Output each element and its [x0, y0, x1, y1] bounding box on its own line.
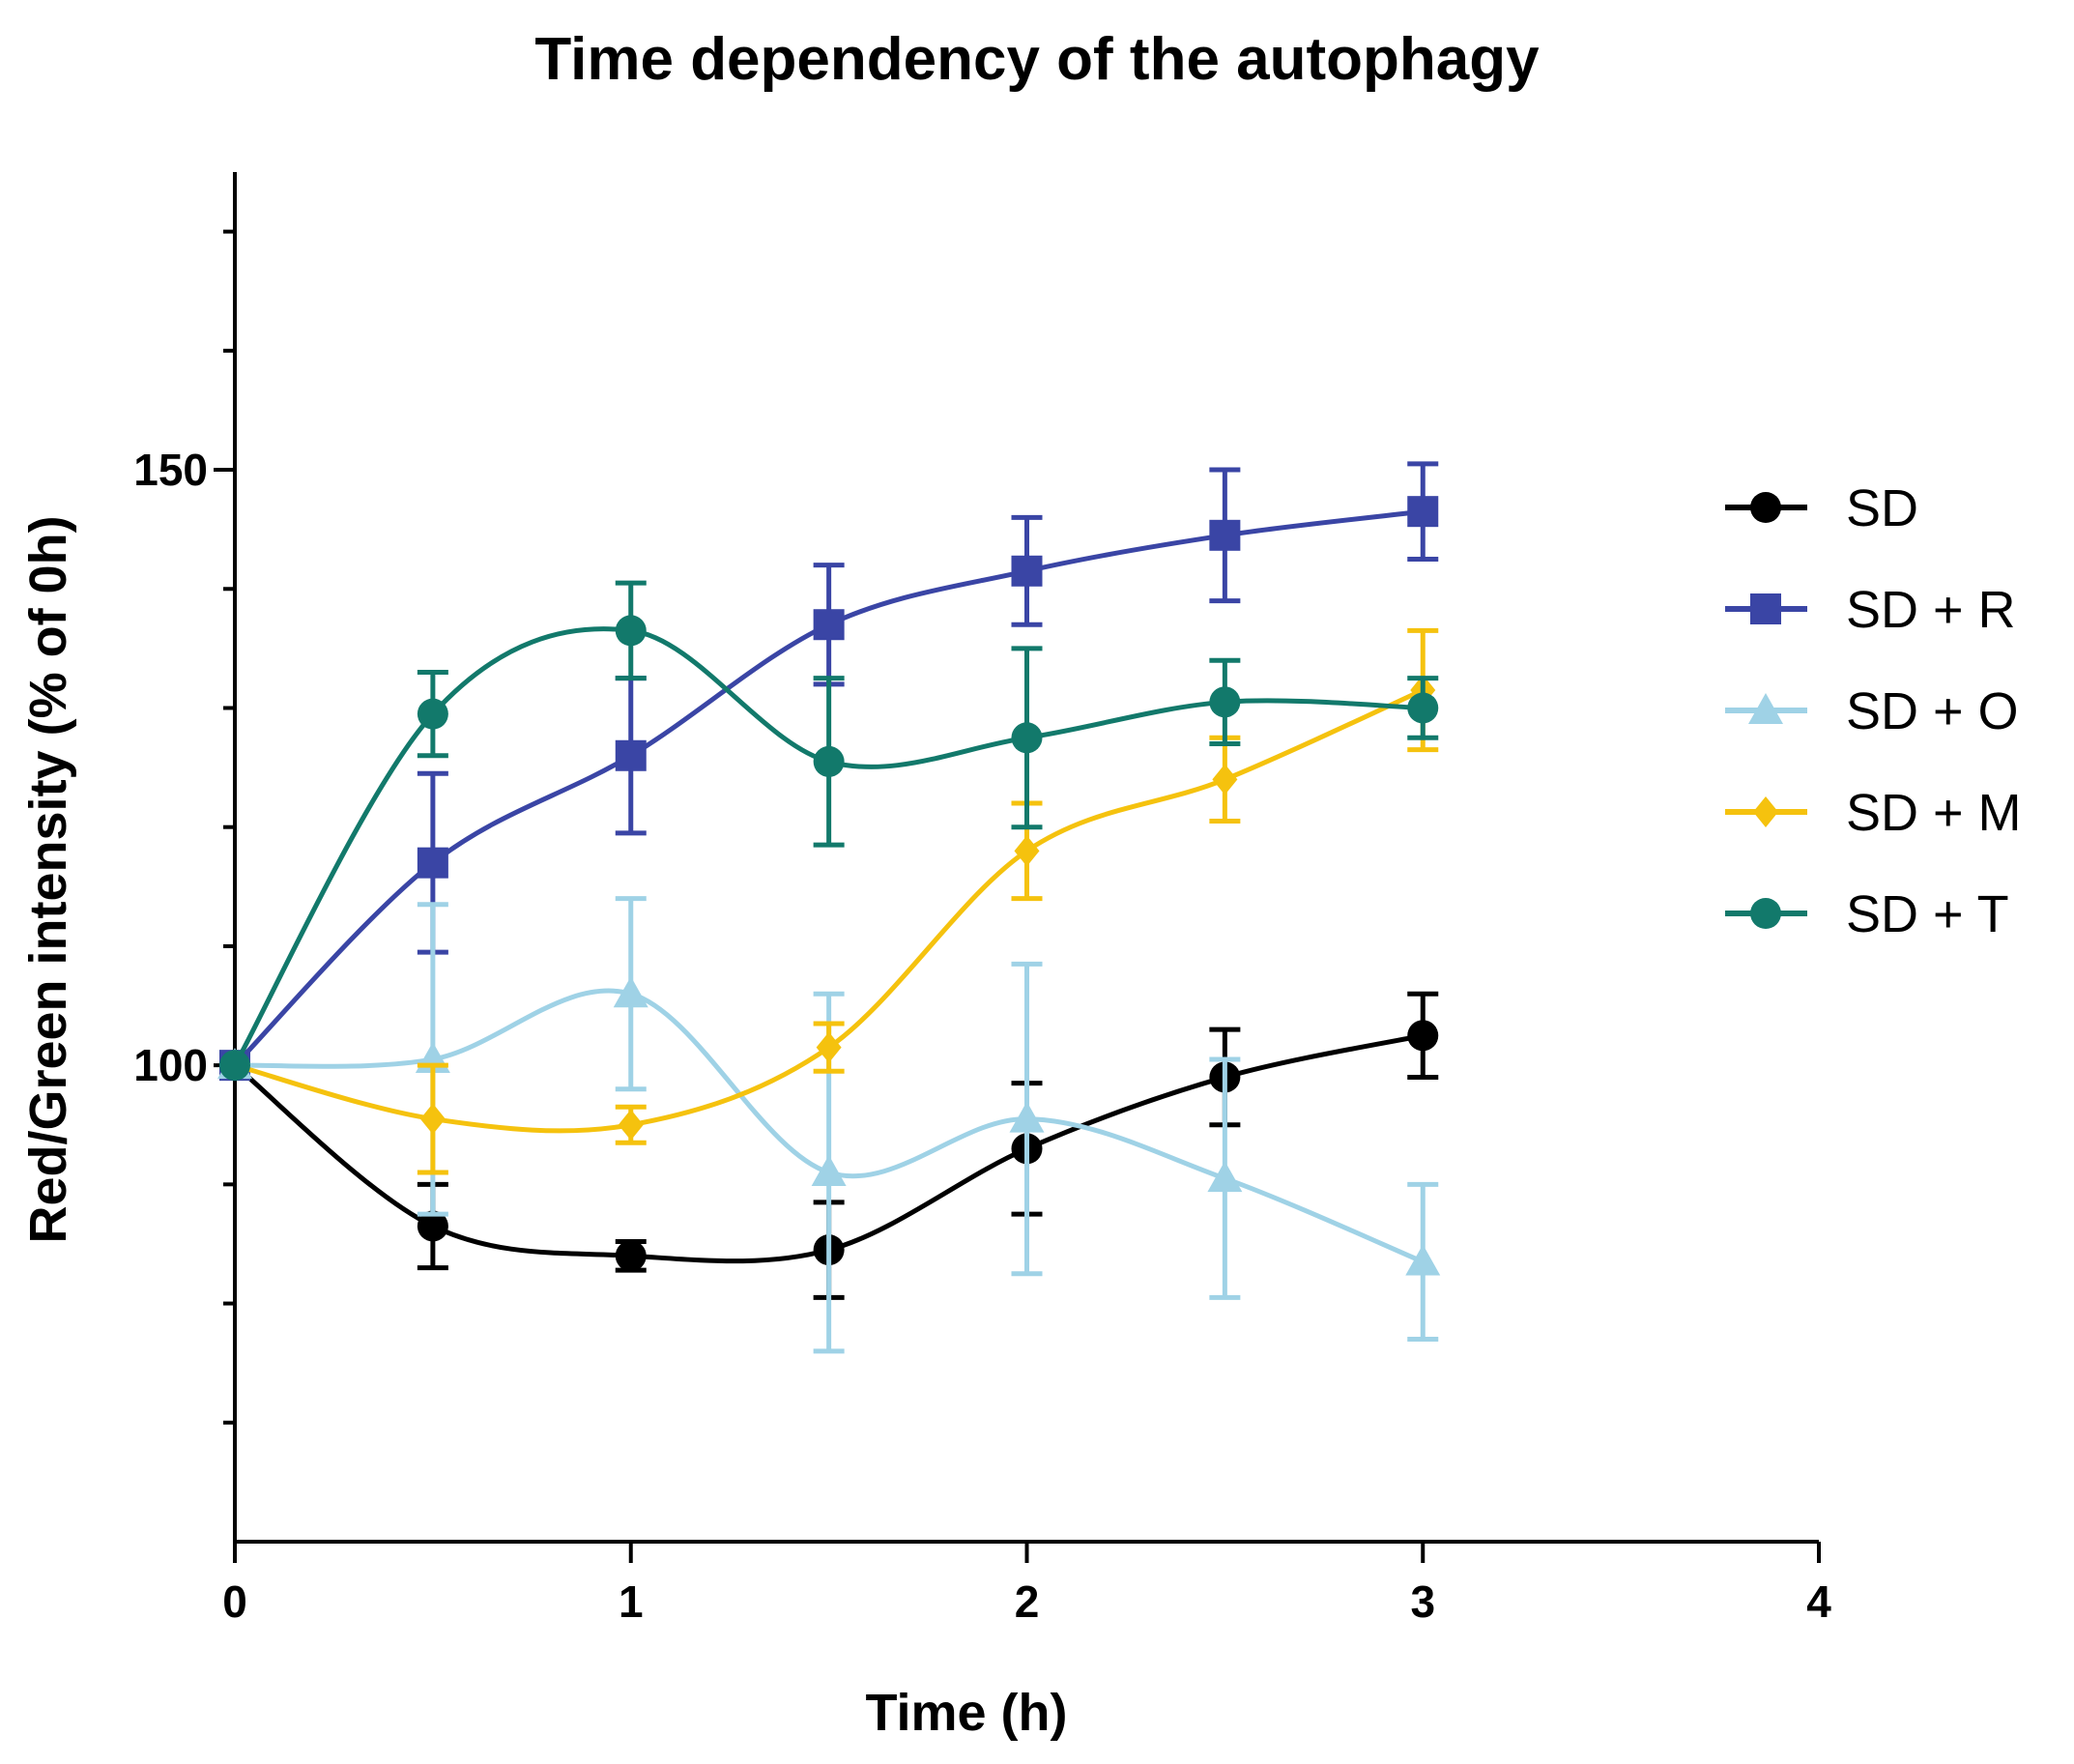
x-ticks: 0 1 2 3 4 — [222, 1542, 1831, 1627]
x-tick-label: 0 — [222, 1576, 247, 1627]
data-point — [1207, 1161, 1243, 1193]
data-point — [417, 847, 448, 879]
legend-swatch-marker — [1750, 593, 1781, 624]
data-point — [219, 1050, 250, 1082]
legend-label: SD + T — [1846, 885, 2009, 943]
data-point — [613, 976, 648, 1008]
data-point — [417, 698, 448, 730]
data-point — [1407, 692, 1439, 724]
y-tick-label: 100 — [133, 1040, 208, 1090]
data-point — [417, 1210, 448, 1242]
data-point — [419, 1103, 446, 1135]
legend-item-sd-o: SD + O — [1725, 682, 2019, 740]
x-tick-label: 3 — [1410, 1576, 1435, 1627]
data-point — [813, 745, 845, 777]
data-point — [1407, 1020, 1439, 1052]
data-point — [1014, 835, 1040, 867]
legend-swatch-marker — [1753, 796, 1778, 827]
data-point — [811, 1155, 847, 1187]
data-point — [1209, 686, 1241, 718]
x-tick-label: 2 — [1015, 1576, 1040, 1627]
x-tick-label: 4 — [1806, 1576, 1831, 1627]
legend-label: SD — [1846, 479, 1918, 537]
data-point — [618, 1109, 644, 1141]
plot-area — [217, 461, 1441, 1354]
legend-item-sd-m: SD + M — [1725, 784, 2022, 842]
data-point — [615, 739, 647, 771]
chart-title: Time dependency of the autophagy — [534, 26, 1540, 93]
legend-swatch-marker — [1750, 492, 1781, 523]
legend-label: SD + O — [1846, 682, 2019, 740]
x-axis-label: Time (h) — [865, 1684, 1067, 1742]
legend-label: SD + R — [1846, 581, 2016, 639]
data-point — [816, 1031, 842, 1063]
legend-item-sd: SD — [1725, 479, 1918, 537]
legend-swatch-marker — [1750, 898, 1781, 929]
series-sd-t — [219, 580, 1439, 1082]
data-point — [1011, 555, 1043, 587]
legend-item-sd-r: SD + R — [1725, 581, 2016, 639]
y-axis-label: Red/Green intensity (% of 0h) — [19, 515, 77, 1243]
data-point — [1009, 1101, 1045, 1133]
data-point — [1407, 496, 1439, 528]
data-point — [615, 615, 647, 647]
series-sd-o — [217, 896, 1441, 1354]
x-tick-label: 1 — [619, 1576, 644, 1627]
data-point — [1209, 519, 1241, 551]
legend-label: SD + M — [1846, 784, 2022, 842]
data-point — [813, 609, 845, 641]
legend-swatch-marker — [1748, 693, 1783, 724]
legend: SD SD + R SD + O SD + M SD + T — [1725, 479, 2022, 943]
data-point — [1405, 1244, 1441, 1276]
y-ticks: 100 150 — [133, 229, 235, 1425]
legend-item-sd-t: SD + T — [1725, 885, 2009, 943]
y-tick-label: 150 — [133, 445, 208, 495]
data-point — [1011, 722, 1043, 754]
data-point — [615, 1240, 647, 1272]
data-point — [1212, 764, 1238, 795]
